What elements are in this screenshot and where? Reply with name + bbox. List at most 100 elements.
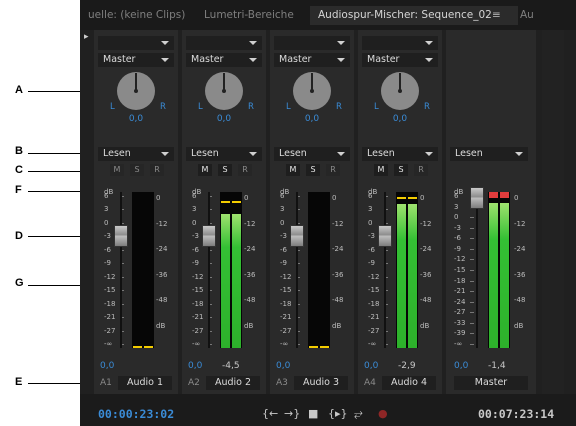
loop-button[interactable]: ⥂ (354, 407, 363, 421)
level-meter (220, 192, 242, 348)
fader-scale-label: -12 (192, 272, 204, 281)
solo-button[interactable]: S (306, 164, 320, 176)
volume-value[interactable]: 0,0 (100, 361, 115, 371)
tab-menu-icon[interactable]: ≡ (492, 9, 501, 21)
output-select[interactable]: Master (362, 53, 438, 67)
pan-knob[interactable] (293, 72, 331, 110)
output-select[interactable]: Master (98, 53, 174, 67)
record-enable-button[interactable]: R (150, 164, 164, 176)
mute-button[interactable]: M (110, 164, 124, 176)
volume-value[interactable]: 0,0 (276, 361, 291, 371)
fader-scale-label: -21 (368, 313, 380, 322)
output-select-label: Master (367, 54, 400, 65)
fader-scale-tick (296, 249, 300, 251)
meter-scale-label: dB (156, 321, 166, 330)
volume-fader[interactable] (116, 192, 126, 348)
volume-fader[interactable] (380, 192, 390, 348)
output-select[interactable]: Master (186, 53, 262, 67)
input-select[interactable] (362, 36, 438, 50)
record-enable-button[interactable]: R (414, 164, 428, 176)
input-select[interactable] (274, 36, 350, 50)
fader-scale-tick (208, 330, 212, 332)
clip-indicator[interactable] (500, 192, 509, 198)
panel-menu-icon[interactable]: ▸ (84, 32, 89, 42)
pan-knob[interactable] (381, 72, 419, 110)
callout-c: C (15, 164, 23, 176)
fader-scale-tick (384, 344, 388, 345)
fader-knob[interactable] (114, 225, 128, 247)
fader-scale-label: -27 (454, 308, 466, 317)
pan-value[interactable]: 0,0 (128, 114, 144, 124)
chevron-down-icon (425, 152, 433, 156)
play-in-to-out-button[interactable]: {▸} (328, 407, 348, 420)
tab-audio-track-mixer[interactable]: Audiospur-Mischer: Sequence_02 ≡ (310, 6, 518, 25)
automation-mode-select[interactable]: Lesen (98, 147, 174, 161)
fader-scale-tick (208, 303, 212, 305)
go-to-out-point-icon: →} (284, 407, 301, 420)
fader-knob[interactable] (202, 225, 216, 247)
track-name[interactable]: Audio 2 (206, 376, 260, 390)
tab-source[interactable]: uelle: (keine Clips) (88, 9, 186, 21)
solo-button[interactable]: S (218, 164, 232, 176)
fader-scale-tick (296, 344, 300, 345)
meter-scale-label: -48 (156, 296, 168, 304)
master-track-name[interactable]: Master (454, 376, 528, 390)
mute-button[interactable]: M (198, 164, 212, 176)
pan-right-label: R (336, 102, 342, 112)
record-button[interactable]: ● (378, 407, 388, 420)
pan-value[interactable]: 0,0 (392, 114, 408, 124)
volume-fader[interactable] (472, 192, 482, 348)
automation-mode-select[interactable]: Lesen (362, 147, 438, 161)
pan-knob[interactable] (117, 72, 155, 110)
input-select[interactable] (98, 36, 174, 50)
volume-value[interactable]: 0,0 (364, 361, 379, 371)
solo-button[interactable]: S (130, 164, 144, 176)
clip-indicator[interactable] (489, 192, 498, 198)
pan-value[interactable]: 0,0 (304, 114, 320, 124)
volume-value[interactable]: 0,0 (188, 361, 203, 371)
solo-button[interactable]: S (394, 164, 408, 176)
tab-audio-clip-mixer[interactable]: Au (520, 9, 534, 21)
record-enable-button[interactable]: R (326, 164, 340, 176)
fader-scale-tick (208, 196, 212, 197)
fader-scale-label: 3 (368, 205, 373, 214)
vertical-scrollbar[interactable] (542, 30, 564, 394)
fader-scale-label: -27 (280, 326, 292, 335)
pan-knob[interactable] (205, 72, 243, 110)
current-timecode[interactable]: 00:00:23:02 (98, 407, 175, 421)
fader-scale-tick (470, 301, 474, 303)
go-to-in-point-button[interactable]: {← (262, 407, 278, 420)
fader-scale-label: -15 (280, 286, 292, 295)
fader-scale-label: -3 (104, 232, 111, 241)
automation-mode-select[interactable]: Lesen (274, 147, 350, 161)
fader-knob[interactable] (378, 225, 392, 247)
track-name[interactable]: Audio 4 (382, 376, 436, 390)
fader-scale-tick (120, 196, 124, 197)
track-name[interactable]: Audio 1 (118, 376, 172, 390)
mute-button[interactable]: M (286, 164, 300, 176)
record-enable-button[interactable]: R (238, 164, 252, 176)
fader-scale-tick (120, 290, 124, 292)
master-volume-value[interactable]: 0,0 (454, 361, 469, 371)
master-automation-mode-select[interactable]: Lesen (450, 147, 528, 161)
pan-right-label: R (424, 102, 430, 112)
meter-scale-label: dB (244, 321, 254, 330)
pan-value[interactable]: 0,0 (216, 114, 232, 124)
meter-scale-label: -12 (420, 219, 432, 228)
tab-lumetri-scopes[interactable]: Lumetri-Bereiche (204, 9, 294, 21)
output-select[interactable]: Master (274, 53, 350, 67)
track-name[interactable]: Audio 3 (294, 376, 348, 390)
volume-fader[interactable] (204, 192, 214, 348)
volume-fader[interactable] (292, 192, 302, 348)
fader-scale-label: -15 (454, 266, 466, 274)
input-select[interactable] (186, 36, 262, 50)
fader-scale-tick (384, 249, 388, 251)
fader-knob[interactable] (470, 187, 484, 209)
track-id: A3 (276, 378, 288, 388)
meter-scale-label: dB (332, 321, 342, 330)
fader-knob[interactable] (290, 225, 304, 247)
mute-button[interactable]: M (374, 164, 388, 176)
stop-button[interactable]: ■ (308, 407, 318, 420)
go-to-out-point-button[interactable]: →} (284, 407, 300, 420)
automation-mode-select[interactable]: Lesen (186, 147, 262, 161)
